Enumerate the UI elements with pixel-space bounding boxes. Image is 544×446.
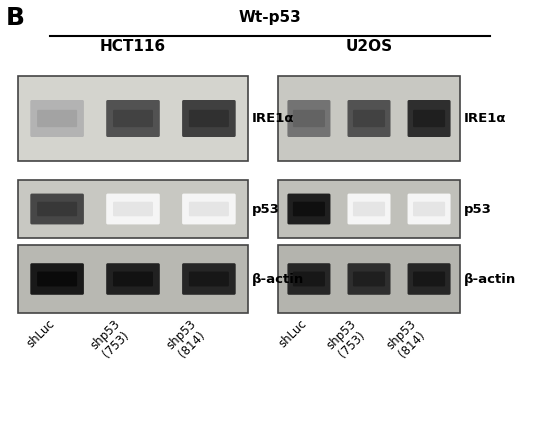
Text: β-actin: β-actin [252,273,304,285]
FancyBboxPatch shape [287,100,330,137]
Text: shLuc: shLuc [24,317,57,350]
FancyBboxPatch shape [293,202,325,216]
FancyBboxPatch shape [106,100,160,137]
Text: IRE1α: IRE1α [252,112,294,125]
Text: Wt-p53: Wt-p53 [239,10,301,25]
Text: HCT116: HCT116 [100,39,166,54]
FancyBboxPatch shape [348,100,391,137]
FancyBboxPatch shape [37,202,77,216]
FancyBboxPatch shape [30,263,84,295]
Bar [18,245,248,313]
FancyBboxPatch shape [287,263,330,295]
FancyBboxPatch shape [106,263,160,295]
FancyBboxPatch shape [189,202,229,216]
FancyBboxPatch shape [37,110,77,127]
FancyBboxPatch shape [293,110,325,127]
FancyBboxPatch shape [37,272,77,286]
Text: IRE1α: IRE1α [464,112,506,125]
FancyBboxPatch shape [353,272,385,286]
FancyBboxPatch shape [413,202,445,216]
Text: U2OS: U2OS [345,39,393,54]
Text: shp53
(814): shp53 (814) [384,317,429,362]
Text: shLuc: shLuc [276,317,309,350]
Text: shp53
(814): shp53 (814) [164,317,209,362]
Text: shp53
(753): shp53 (753) [88,317,133,362]
FancyBboxPatch shape [348,263,391,295]
Text: p53: p53 [464,202,492,215]
FancyBboxPatch shape [293,272,325,286]
Bar [278,76,460,161]
FancyBboxPatch shape [348,194,391,224]
Bar [18,180,248,238]
FancyBboxPatch shape [413,272,445,286]
FancyBboxPatch shape [113,272,153,286]
FancyBboxPatch shape [113,202,153,216]
FancyBboxPatch shape [353,110,385,127]
FancyBboxPatch shape [113,110,153,127]
Text: p53: p53 [252,202,280,215]
Bar [18,76,248,161]
FancyBboxPatch shape [182,263,236,295]
FancyBboxPatch shape [182,194,236,224]
FancyBboxPatch shape [407,194,450,224]
Bar [278,245,460,313]
FancyBboxPatch shape [413,110,445,127]
Text: shp53
(753): shp53 (753) [324,317,369,362]
Text: B: B [6,6,25,30]
Text: β-actin: β-actin [464,273,516,285]
FancyBboxPatch shape [106,194,160,224]
FancyBboxPatch shape [407,100,450,137]
FancyBboxPatch shape [30,194,84,224]
FancyBboxPatch shape [189,110,229,127]
FancyBboxPatch shape [353,202,385,216]
FancyBboxPatch shape [189,272,229,286]
FancyBboxPatch shape [287,194,330,224]
FancyBboxPatch shape [182,100,236,137]
FancyBboxPatch shape [407,263,450,295]
FancyBboxPatch shape [30,100,84,137]
Bar [278,180,460,238]
